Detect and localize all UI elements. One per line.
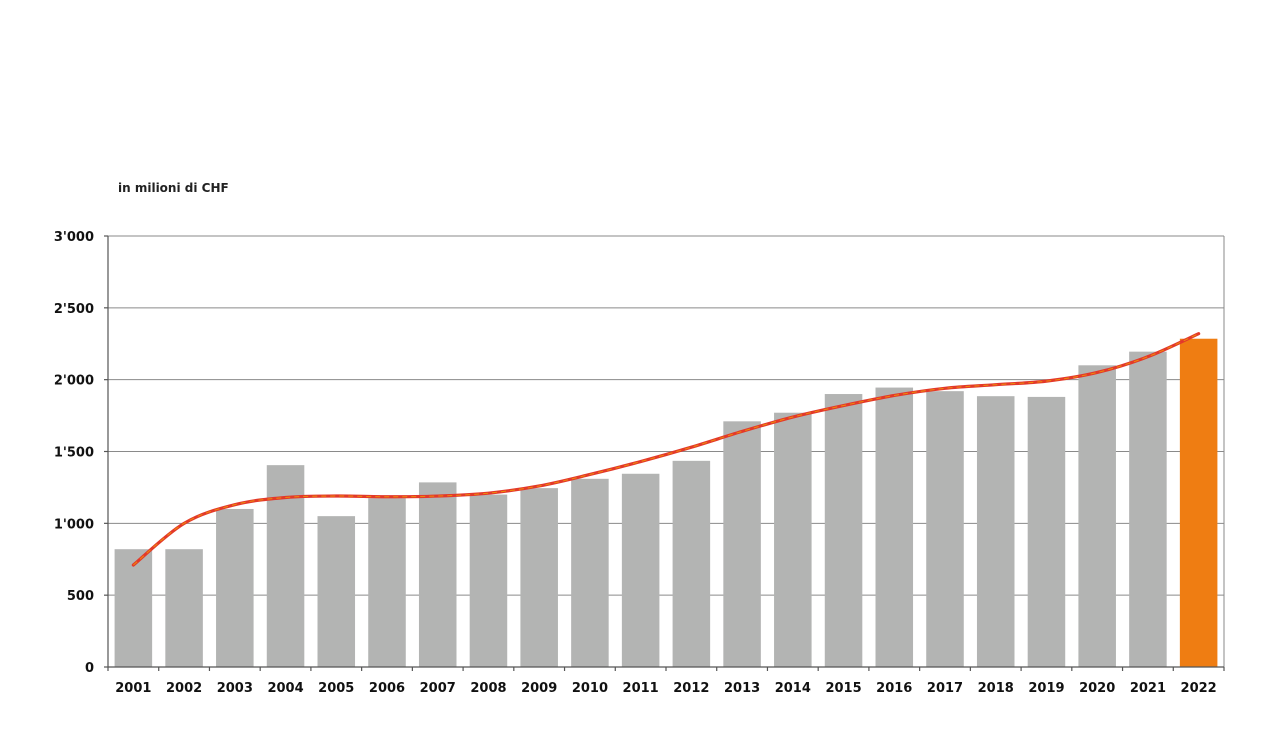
x-tick-label: 2018 [978, 681, 1014, 696]
bar-2002 [165, 549, 203, 667]
x-tick-label: 2007 [420, 681, 456, 696]
bar-2019 [1027, 396, 1066, 667]
y-tick-label: 0 [85, 661, 94, 676]
x-tick-label: 2020 [1079, 681, 1115, 696]
x-tick-label: 2005 [318, 681, 354, 696]
y-tick-label: 1'500 [54, 446, 94, 461]
y-tick-label: 1'000 [54, 517, 94, 532]
bar-2015 [824, 394, 863, 667]
y-tick-label: 500 [67, 589, 94, 604]
x-tick-label: 2019 [1028, 681, 1064, 696]
x-tick-label: 2008 [470, 681, 506, 696]
bar-2014 [774, 412, 812, 667]
x-tick-label: 2015 [825, 681, 861, 696]
bar-2009 [520, 488, 558, 667]
bar-2001 [114, 549, 153, 667]
y-tick-labels: 0 500 1'000 1'500 2'000 2'500 3'000 [54, 230, 94, 676]
bar-2016 [875, 387, 914, 667]
x-tick-label: 2002 [166, 681, 202, 696]
bar-2013 [723, 421, 761, 667]
x-tick-label: 2022 [1181, 681, 1217, 696]
x-tick-label: 2003 [217, 681, 253, 696]
x-tick-label: 2014 [775, 681, 811, 696]
bar-2018 [976, 396, 1015, 667]
x-tick-label: 2011 [623, 681, 659, 696]
trend-line [131, 332, 1201, 567]
axes [104, 235, 1225, 671]
bar-2011 [621, 473, 660, 667]
x-tick-label: 2017 [927, 681, 963, 696]
bars [114, 338, 1218, 667]
y-tick-label: 2'500 [54, 302, 94, 317]
x-tick-label: 2021 [1130, 681, 1166, 696]
x-tick-label: 2009 [521, 681, 557, 696]
bar-2021 [1129, 351, 1167, 667]
bar-2005 [317, 516, 356, 667]
bar-2017 [926, 391, 964, 667]
trend-line-dash [133, 333, 1199, 566]
bar-2020 [1078, 365, 1116, 667]
x-tick-label: 2001 [115, 681, 151, 696]
bar-2022 [1179, 338, 1218, 667]
x-tick-label: 2013 [724, 681, 760, 696]
bar-2008 [469, 494, 508, 667]
bar-2007 [418, 482, 457, 667]
x-tick-label: 2012 [673, 681, 709, 696]
bar-2006 [368, 498, 406, 667]
x-tick-label: 2016 [876, 681, 912, 696]
y-tick-label: 3'000 [54, 230, 94, 245]
bar-2003 [216, 508, 254, 667]
unit-label: in milioni di CHF [118, 181, 229, 195]
x-tick-label: 2006 [369, 681, 405, 696]
bar-2010 [571, 478, 609, 667]
x-tick-label: 2004 [267, 681, 303, 696]
x-tick-label: 2010 [572, 681, 608, 696]
y-tick-label: 2'000 [54, 374, 94, 389]
x-tick-labels: 2001 2002 2003 2004 2005 2006 2007 2008 2009 2010… [115, 681, 1216, 696]
bar-2012 [672, 460, 711, 667]
